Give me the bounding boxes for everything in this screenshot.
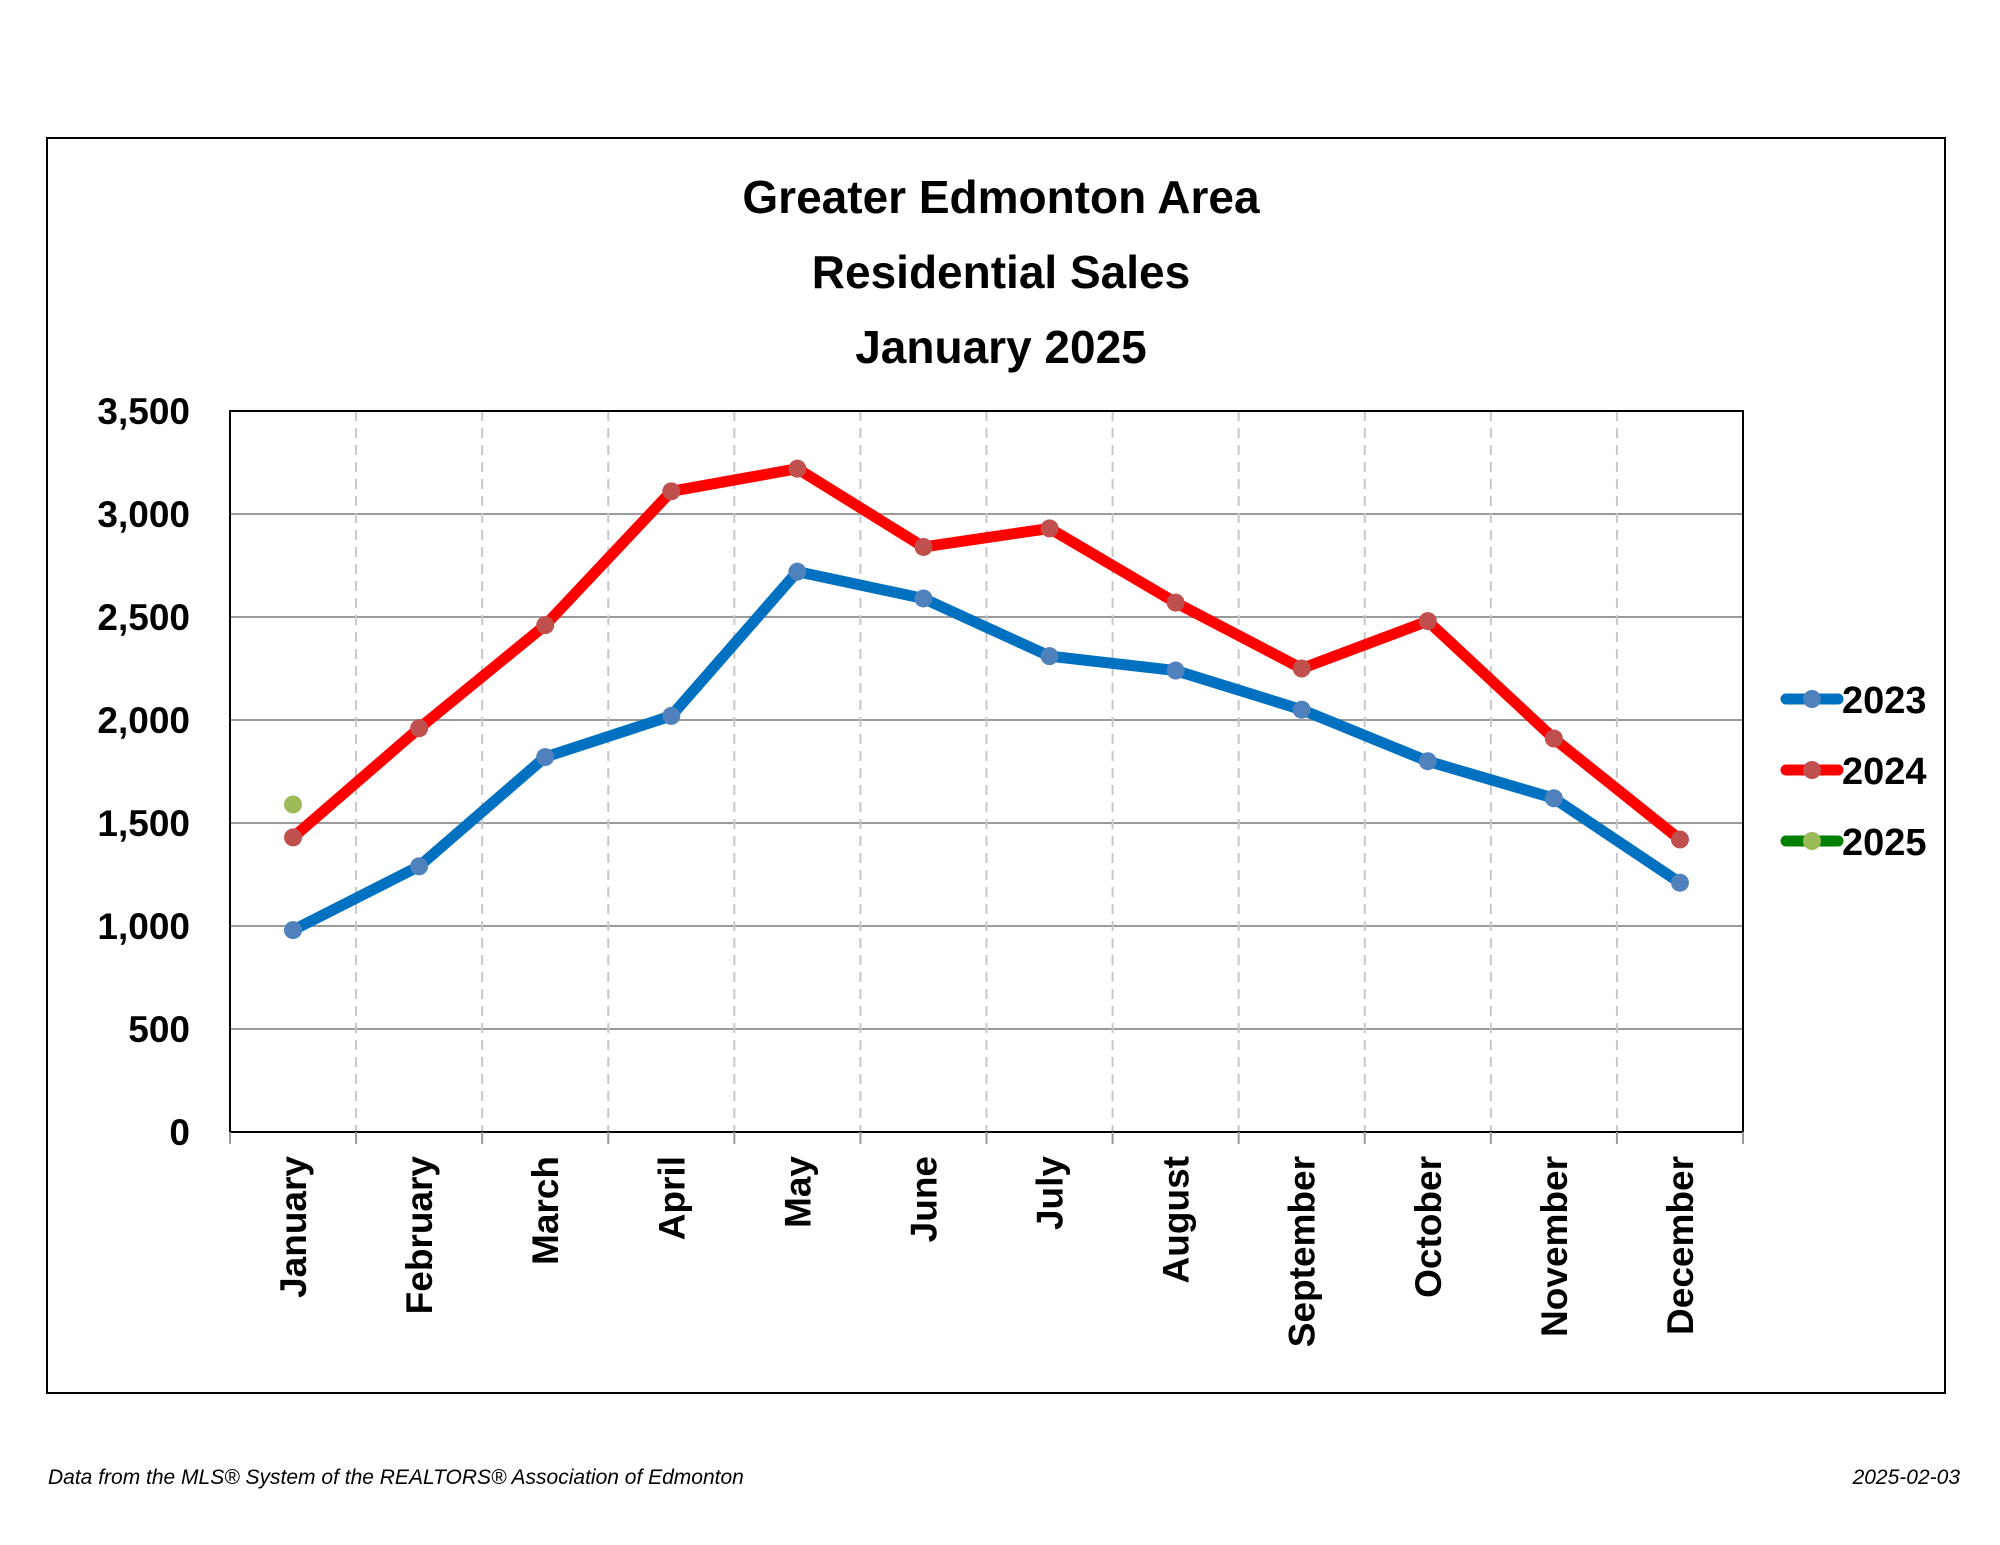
data-point-2023 bbox=[1040, 647, 1059, 666]
x-tick-label-february: February bbox=[399, 1156, 440, 1315]
legend-label-2023: 2023 bbox=[1842, 680, 1927, 722]
x-tick-label-april: April bbox=[651, 1156, 692, 1240]
data-point-2023 bbox=[914, 589, 933, 608]
data-point-2025 bbox=[284, 795, 303, 814]
data-point-2023 bbox=[1166, 661, 1185, 680]
data-point-2024 bbox=[914, 537, 933, 556]
report-date: 2025-02-03 bbox=[1852, 1466, 1960, 1489]
data-point-2024 bbox=[1292, 659, 1311, 678]
x-tick-label-august: August bbox=[1156, 1156, 1197, 1283]
data-point-2023 bbox=[788, 562, 807, 581]
y-tick-label: 500 bbox=[128, 1009, 190, 1050]
data-point-2023 bbox=[1418, 752, 1437, 771]
y-tick-label: 1,500 bbox=[97, 803, 190, 844]
series-line-2023 bbox=[287, 566, 1686, 936]
y-tick-label: 1,000 bbox=[97, 906, 190, 947]
line-chart: Greater Edmonton Area Residential Sales Ja… bbox=[97, 171, 1927, 1347]
x-tick-label-july: July bbox=[1030, 1156, 1071, 1230]
data-point-2024 bbox=[1040, 519, 1059, 538]
y-tick-label: 2,000 bbox=[97, 700, 190, 741]
data-point-2023 bbox=[1670, 873, 1689, 892]
data-point-2024 bbox=[788, 459, 807, 478]
data-point-2023 bbox=[536, 748, 555, 767]
x-tick-label-march: March bbox=[525, 1156, 566, 1265]
data-point-2024 bbox=[1544, 729, 1563, 748]
data-source-note: Data from the MLS® System of the REALTOR… bbox=[48, 1466, 744, 1489]
x-tick-label-october: October bbox=[1408, 1156, 1449, 1298]
y-tick-label: 2,500 bbox=[97, 597, 190, 638]
series-line-2024 bbox=[287, 463, 1686, 845]
y-tick-label: 3,500 bbox=[97, 391, 190, 432]
data-point-2023 bbox=[284, 921, 303, 940]
data-point-2024 bbox=[1670, 830, 1689, 849]
data-point-2023 bbox=[1544, 789, 1563, 808]
x-tick-label-december: December bbox=[1660, 1156, 1701, 1335]
y-tick-label: 3,000 bbox=[97, 494, 190, 535]
chart-frame: Greater Edmonton Area Residential Sales Ja… bbox=[46, 137, 1946, 1394]
legend-swatch-marker-2025 bbox=[1803, 832, 1821, 850]
x-tick-label-may: May bbox=[777, 1156, 818, 1228]
legend-swatch-marker-2024 bbox=[1803, 761, 1821, 779]
data-point-2023 bbox=[662, 706, 681, 725]
data-point-2024 bbox=[662, 482, 681, 501]
chart-title-line-1: Greater Edmonton Area bbox=[742, 171, 1260, 223]
data-point-2024 bbox=[410, 719, 429, 738]
data-point-2024 bbox=[1166, 593, 1185, 612]
data-point-2024 bbox=[536, 616, 555, 635]
chart-title-line-2: Residential Sales bbox=[812, 246, 1190, 298]
y-tick-label: 0 bbox=[169, 1112, 190, 1153]
legend-label-2024: 2024 bbox=[1842, 751, 1927, 793]
x-tick-label-january: January bbox=[273, 1156, 314, 1298]
data-point-2023 bbox=[1292, 700, 1311, 719]
legend-label-2025: 2025 bbox=[1842, 822, 1927, 864]
x-tick-label-september: September bbox=[1282, 1156, 1323, 1347]
legend-swatch-marker-2023 bbox=[1803, 690, 1821, 708]
x-tick-label-november: November bbox=[1534, 1156, 1575, 1337]
data-point-2024 bbox=[1418, 612, 1437, 631]
x-tick-label-june: June bbox=[903, 1156, 944, 1242]
data-point-2023 bbox=[410, 857, 429, 876]
data-point-2024 bbox=[284, 828, 303, 847]
chart-title-line-3: January 2025 bbox=[855, 321, 1147, 373]
